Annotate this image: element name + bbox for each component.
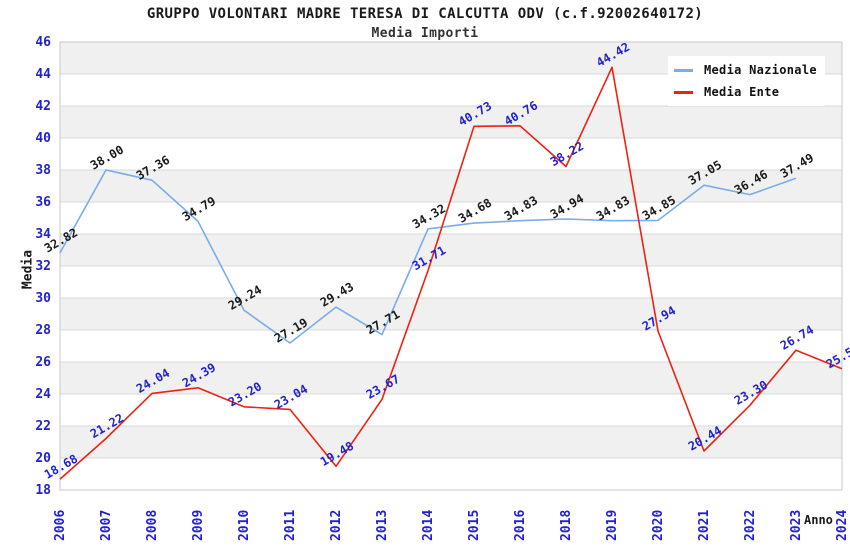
plot-band bbox=[60, 106, 842, 138]
plot-band bbox=[60, 298, 842, 330]
y-tick-label: 18 bbox=[35, 483, 51, 498]
plot-band bbox=[60, 394, 842, 426]
y-tick-label: 22 bbox=[35, 419, 51, 434]
x-tick-label: 2009 bbox=[191, 510, 206, 541]
x-tick-label: 2010 bbox=[237, 510, 252, 541]
x-tick-label: 2021 bbox=[697, 510, 712, 541]
plot-band bbox=[60, 362, 842, 394]
legend-item-media-nazionale[interactable]: Media Nazionale bbox=[674, 59, 817, 81]
y-tick-label: 28 bbox=[35, 323, 51, 338]
y-tick-label: 42 bbox=[35, 99, 51, 114]
x-tick-label: 2012 bbox=[329, 510, 344, 541]
x-axis-title: Anno bbox=[804, 513, 833, 527]
y-tick-label: 26 bbox=[35, 355, 51, 370]
x-tick-label: 2011 bbox=[283, 510, 298, 541]
y-tick-label: 40 bbox=[35, 131, 51, 146]
x-tick-label: 2014 bbox=[421, 510, 436, 541]
plot-band bbox=[60, 266, 842, 298]
y-tick-label: 24 bbox=[35, 387, 51, 402]
x-tick-label: 2022 bbox=[743, 510, 758, 541]
y-tick-label: 44 bbox=[35, 67, 51, 82]
y-tick-label: 32 bbox=[35, 259, 51, 274]
x-tick-label: 2016 bbox=[513, 510, 528, 541]
series-line-media-nazionale bbox=[59, 169, 797, 344]
legend-item-media-ente[interactable]: Media Ente bbox=[674, 81, 817, 103]
legend-line-swatch-blue-icon bbox=[674, 68, 693, 72]
plot-band bbox=[60, 458, 842, 490]
x-tick-label: 2023 bbox=[789, 510, 804, 541]
chart-title: GRUPPO VOLONTARI MADRE TERESA DI CALCUTT… bbox=[146, 6, 704, 22]
series-line-media-ente bbox=[59, 66, 843, 480]
y-tick-label: 20 bbox=[35, 451, 51, 466]
plot-band bbox=[60, 234, 842, 266]
x-tick-label: 2006 bbox=[53, 510, 68, 541]
x-tick-label: 2018 bbox=[559, 510, 574, 541]
x-tick-label: 2008 bbox=[145, 510, 160, 541]
plot-band bbox=[60, 330, 842, 362]
legend-line-swatch-red-icon bbox=[674, 90, 693, 94]
y-tick-label: 30 bbox=[35, 291, 51, 306]
plot-band bbox=[60, 138, 842, 170]
y-tick-label: 38 bbox=[35, 163, 51, 178]
legend-label-media-nazionale: Media Nazionale bbox=[704, 63, 817, 77]
x-tick-label: 2019 bbox=[605, 510, 620, 541]
y-tick-label: 34 bbox=[35, 227, 51, 242]
legend: Media Nazionale Media Ente bbox=[668, 56, 825, 106]
legend-label-media-ente: Media Ente bbox=[704, 85, 780, 99]
x-tick-label: 2013 bbox=[375, 510, 390, 541]
y-tick-label: 46 bbox=[35, 35, 51, 50]
chart-subtitle: Media Importi bbox=[371, 26, 479, 41]
plot-band bbox=[60, 426, 842, 458]
plot-band bbox=[60, 202, 842, 234]
plot-border bbox=[59, 41, 843, 491]
x-tick-label: 2024 bbox=[835, 510, 850, 541]
x-tick-label: 2007 bbox=[99, 510, 114, 541]
y-tick-label: 36 bbox=[35, 195, 51, 210]
x-tick-label: 2020 bbox=[651, 510, 666, 541]
x-tick-label: 2015 bbox=[467, 510, 482, 541]
